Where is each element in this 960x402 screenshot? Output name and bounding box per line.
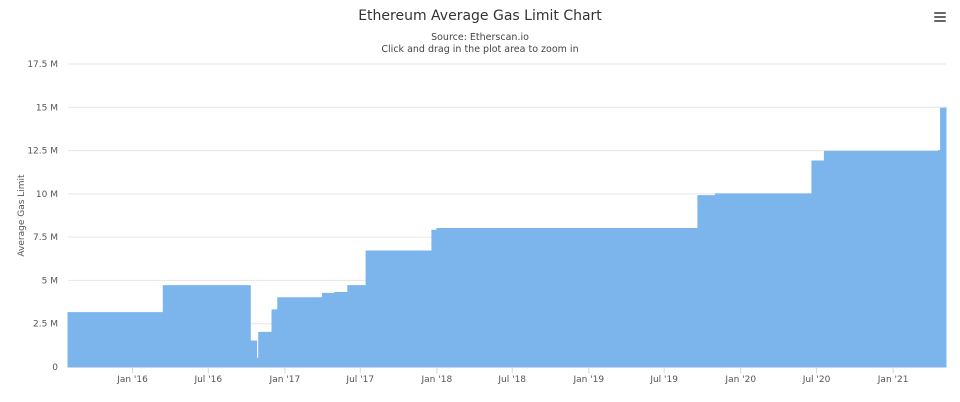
x-tick-label: Jul '16 <box>193 375 222 385</box>
y-axis-title: Average Gas Limit <box>17 174 27 257</box>
menu-line <box>934 12 946 14</box>
chart-title: Ethereum Average Gas Limit Chart <box>358 8 602 24</box>
menu-line <box>934 16 946 18</box>
chart-subtitle-source: Source: Etherscan.io <box>431 32 529 43</box>
y-tick-label: 2.5 M <box>33 320 58 330</box>
y-tick-label: 5 M <box>42 276 58 286</box>
y-tick-label: 12.5 M <box>27 147 58 157</box>
chart-subtitle-hint: Click and drag in the plot area to zoom … <box>381 44 579 55</box>
y-tick-label: 7.5 M <box>33 233 58 243</box>
x-tick-label: Jan '18 <box>421 375 453 385</box>
x-tick-label: Jan '17 <box>269 375 301 385</box>
x-tick-label: Jul '17 <box>345 375 374 385</box>
y-tick-label: 17.5 M <box>27 60 58 70</box>
y-tick-label: 15 M <box>36 103 58 113</box>
gas-limit-area-series[interactable] <box>67 107 947 368</box>
x-tick-label: Jul '18 <box>497 375 526 385</box>
x-tick-label: Jul '20 <box>802 375 831 385</box>
x-tick-label: Jan '20 <box>724 375 756 385</box>
x-tick-label: Jan '16 <box>116 375 148 385</box>
hamburger-menu-icon[interactable] <box>932 10 948 24</box>
y-tick-label: 0 <box>52 363 58 373</box>
axes <box>68 367 946 373</box>
plot-area[interactable] <box>67 107 947 368</box>
menu-line <box>934 20 946 22</box>
x-tick-label: Jan '19 <box>572 375 604 385</box>
x-tick-label: Jul '19 <box>649 375 678 385</box>
x-tick-label: Jan '21 <box>877 375 909 385</box>
tick-labels: 0 2.5 M 5 M 7.5 M 10 M 12.5 M 15 M 17.5 M Jan '1… <box>27 60 908 385</box>
y-tick-label: 10 M <box>36 190 58 200</box>
